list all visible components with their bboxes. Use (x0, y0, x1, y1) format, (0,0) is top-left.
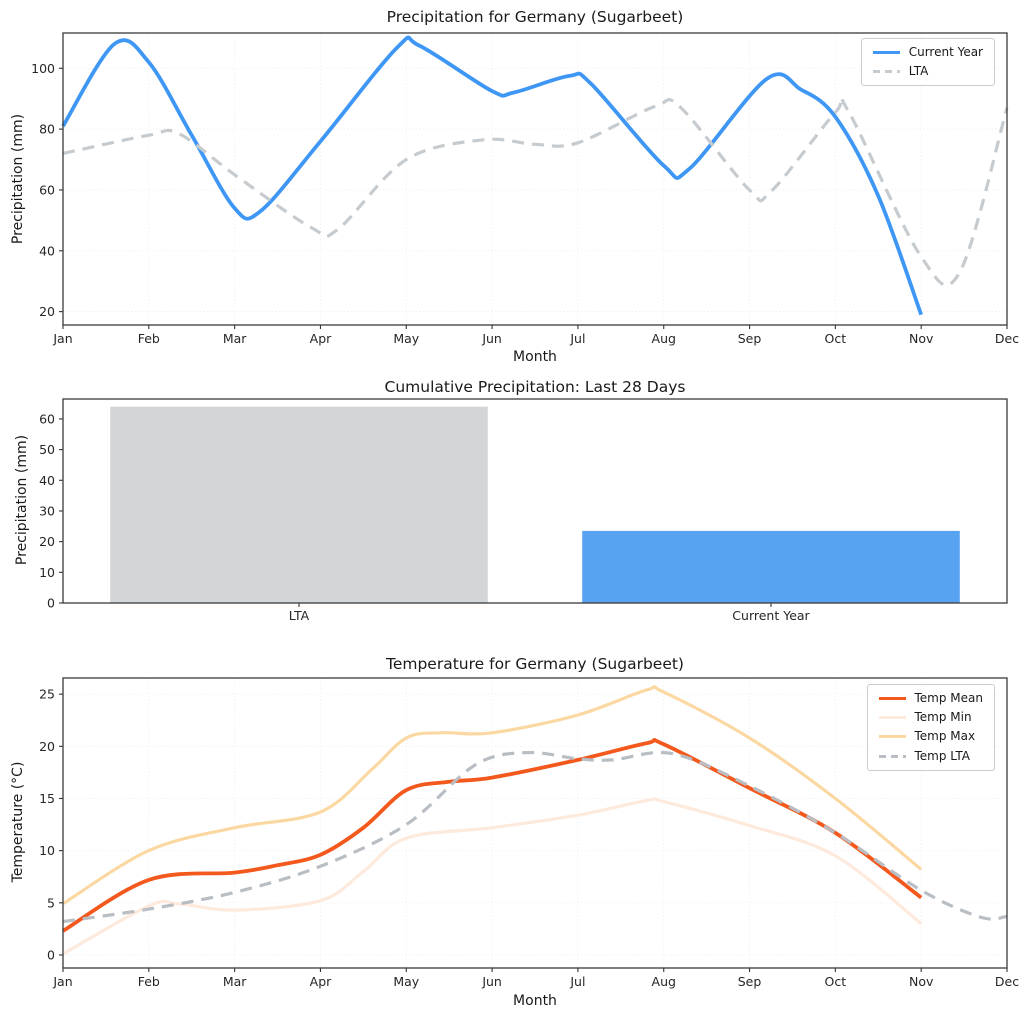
temperature-chart: Jan Feb Mar Apr May Jun Jul Aug Sep Oct Nov Dec 0 5 10… (39, 677, 1019, 989)
precipitation-x-axis-label: Month (513, 349, 557, 365)
y-tick-label: 40 (39, 473, 55, 488)
temperature-legend: Temp Mean Temp Min Temp Max Temp LTA (866, 684, 995, 771)
temp-max-swatch (878, 735, 906, 739)
x-tick-label: LTA (289, 608, 310, 623)
x-tick-label: Oct (825, 974, 847, 989)
x-tick-label: Dec (995, 331, 1019, 346)
legend-label: LTA (908, 64, 929, 79)
legend-label: Temp Min (914, 710, 972, 725)
temp-lta-swatch (878, 754, 906, 758)
x-tick-label: Jun (481, 974, 502, 989)
y-tick-label: 80 (39, 122, 55, 137)
y-tick-label: 60 (39, 411, 55, 426)
plot-border (62, 398, 1008, 604)
temp-lta-line (62, 750, 1008, 924)
x-tick-label: Mar (223, 331, 247, 346)
x-tick-label: Aug (652, 331, 676, 346)
precipitation-chart-title: Precipitation for Germany (Sugarbeet) (386, 8, 684, 26)
x-tick-label: May (393, 331, 419, 346)
y-tick-label: 15 (39, 791, 55, 806)
x-tick-label: Nov (909, 974, 934, 989)
temp-min-line (62, 797, 923, 956)
x-tick-label: Jan (52, 331, 72, 346)
cumulative-chart-title: Cumulative Precipitation: Last 28 Days (384, 378, 686, 396)
lta-swatch (872, 70, 900, 74)
temperature-chart-title: Temperature for Germany (Sugarbeet) (386, 655, 684, 673)
x-tick-label: Sep (738, 331, 762, 346)
bar-current-year (582, 530, 960, 603)
x-tick-label: Jul (569, 974, 585, 989)
temp-max-line (62, 685, 923, 906)
legend-entry-lta: LTA (872, 64, 983, 79)
legend-entry-current-year: Current Year (872, 45, 983, 59)
plot-border (62, 32, 1008, 326)
y-tick-label: 10 (39, 843, 55, 858)
x-tick-label: Apr (310, 331, 332, 346)
x-tick-label: Jul (569, 331, 585, 346)
y-tick-label: 20 (39, 739, 55, 754)
bar-lta (110, 406, 488, 603)
y-tick-label: 100 (31, 61, 55, 76)
current-year-line (61, 35, 923, 316)
legend-entry-temp-lta: Temp LTA (878, 748, 984, 763)
x-tick-label: Oct (825, 331, 847, 346)
legend-entry-temp-min: Temp Min (878, 710, 984, 725)
y-tick-label: 40 (39, 243, 55, 258)
y-tick-label: 0 (47, 947, 55, 962)
x-tick-label: Apr (310, 974, 332, 989)
y-tick-label: 20 (39, 304, 55, 319)
x-tick-label: Dec (995, 974, 1019, 989)
x-tick-label: Jun (481, 331, 502, 346)
precipitation-legend: Current Year LTA (860, 38, 995, 87)
temp-min-swatch (878, 716, 906, 720)
x-tick-label: Sep (738, 974, 762, 989)
current-year-swatch (872, 51, 900, 55)
x-tick-label: Current Year (732, 608, 810, 623)
y-tick-label: 5 (47, 895, 55, 910)
y-tick-label: 30 (39, 503, 55, 518)
x-tick-label: Aug (652, 974, 676, 989)
plot-border (62, 677, 1008, 969)
x-tick-label: Feb (138, 331, 160, 346)
legend-entry-temp-mean: Temp Mean (878, 691, 984, 705)
legend-label: Temp Mean (914, 691, 984, 705)
legend-entry-temp-max: Temp Max (878, 729, 984, 744)
y-tick-label: 20 (39, 534, 55, 549)
x-tick-label: Jan (52, 974, 72, 989)
x-tick-label: Nov (909, 331, 934, 346)
x-tick-label: Mar (223, 974, 247, 989)
y-tick-label: 10 (39, 565, 55, 580)
cumulative-bar-chart: LTA Current Year 0 10 20 30 40 50 60 (39, 398, 1008, 623)
temp-mean-swatch (878, 697, 906, 701)
y-tick-label: 50 (39, 442, 55, 457)
temperature-x-axis-label: Month (513, 993, 557, 1009)
precipitation-chart: Jan Feb Mar Apr May Jun Jul Aug Sep Oct Nov Dec 20 40… (31, 32, 1019, 346)
y-tick-label: 25 (39, 687, 55, 702)
legend-label: Temp Max (914, 729, 976, 744)
y-tick-label: 0 (47, 596, 55, 611)
x-tick-label: Feb (138, 974, 160, 989)
x-tick-label: May (393, 974, 419, 989)
y-tick-label: 60 (39, 182, 55, 197)
legend-label: Current Year (908, 45, 983, 59)
legend-label: Temp LTA (914, 748, 970, 763)
lta-line (62, 95, 1009, 287)
